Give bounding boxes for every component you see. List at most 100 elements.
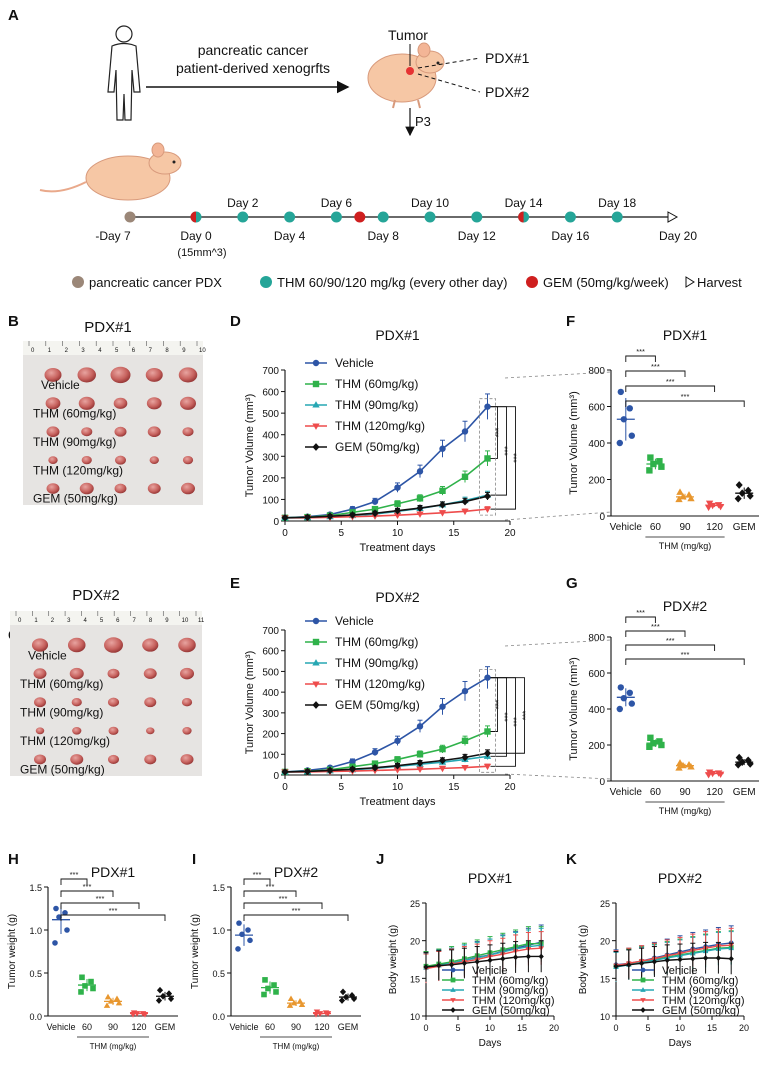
significance-bracket [60,890,114,897]
data-point [79,974,85,981]
legend-label: GEM (50mg/kg) [335,698,420,712]
data-point [56,914,62,920]
x-tick-label: 60 [650,787,662,798]
ruler-number: 8 [149,618,153,624]
x-tick-label: 90 [679,787,691,798]
line-chart-j: 10 15 20 25 0 5 10 15 20 PDX#1 Days Body weight (g)… [388,870,559,1049]
panel-label-e: E [230,575,240,592]
data-point [461,687,469,695]
x-axis-label: THM (mg/kg) [90,1042,137,1051]
data-point [675,495,683,503]
data-point [658,741,665,749]
data-point [326,766,334,775]
data-point [439,445,446,452]
tumor-specimen [107,754,120,764]
x-axis-label: Treatment days [359,796,436,808]
tumor-specimen [31,638,49,652]
tumor-specimen [67,637,86,653]
legend-gem-text: GEM (50mg/kg/week) [543,275,669,290]
significance-stars: *** [96,894,105,903]
significance-stars: *** [666,377,675,386]
data-point [438,756,447,765]
data-point [704,504,713,512]
data-point [438,500,447,509]
data-point [484,403,491,410]
chart-title: PDX#1 [663,327,708,343]
legend-label: THM (90mg/kg) [335,398,418,412]
data-point [298,1001,306,1008]
timeline-dose-dot [611,211,623,223]
tumor-specimen [46,426,60,438]
photo-group-label: THM (60mg/kg) [20,677,103,691]
data-point [88,978,94,985]
timeline-day-label: Day 6 [321,196,353,210]
legend-marker [640,967,646,973]
chart-title: PDX#2 [658,870,703,886]
legend-marker [450,998,456,1003]
significance-stars: *** [636,347,645,356]
timeline-gem-half [190,211,196,223]
ruler-number: 6 [116,618,120,624]
significance-stars: *** [495,428,504,437]
y-tick-label: 25 [410,899,420,909]
dot-chart-h: 0.0 0.5 1.0 1.5 Vehicle 60 90 120 GEM THM (mg/kg)… [7,864,178,1051]
chart-title: PDX#2 [663,598,708,614]
tumor-specimen [180,667,194,680]
y-tick-label: 600 [262,388,279,399]
data-point [656,738,663,745]
data-point [626,961,632,968]
data-point [728,955,734,962]
x-axis-label: THM (mg/kg) [659,541,712,551]
timeline-start-label: -Day 7 [95,229,131,243]
legend-marker [450,987,456,992]
data-point [103,1002,111,1008]
legend-label: THM (120mg/kg) [472,995,555,1007]
y-tick-label: 800 [588,633,605,644]
photo-background [23,341,203,505]
data-point [64,927,70,933]
data-point [78,989,84,995]
x-tick-label: Vehicle [46,1022,75,1032]
timeline-dose-dot [330,211,342,223]
tumor-specimen [71,698,82,707]
data-point [115,999,123,1006]
data-point [483,763,492,771]
data-point [735,481,743,489]
significance-bracket [243,878,271,885]
x-tick-label: 15 [707,1023,717,1033]
y-tick-label: 200 [262,474,279,485]
significance-stars: *** [651,362,660,371]
ruler-number: 9 [182,348,186,354]
y-tick-label: 200 [262,730,279,741]
harvest-icon [685,276,695,288]
legend-marker [312,401,320,408]
ruler-number: 0 [18,618,22,624]
data-point [394,737,401,745]
data-point [483,492,492,501]
data-point [348,765,357,774]
timeline-day-label: Day 4 [274,229,306,243]
legend-label: THM (60mg/kg) [662,975,738,987]
ruler-number: 9 [165,618,169,624]
series-line [284,495,488,519]
data-point [52,940,58,946]
y-tick-label: 500 [262,667,279,678]
x-axis-label: Treatment days [359,542,436,554]
chart-title: PDX#2 [274,864,319,880]
x-tick-label: 10 [392,782,404,793]
series-line [425,955,542,968]
tumor-specimen [147,483,161,494]
panel-label-d: D [230,313,241,330]
data-point [90,985,96,992]
tumor-specimen [79,482,94,495]
data-point [371,505,379,513]
series-line [284,457,489,519]
significance-bracket [60,902,140,909]
photo-group-label: THM (60mg/kg) [33,407,116,421]
x-tick-label: 15 [448,528,460,539]
y-axis-label: Tumor Volume (mm³) [568,657,580,761]
data-point [617,388,624,396]
timeline-day0-volume: (15mm^3) [177,247,226,259]
pdx1-label: PDX#1 [485,50,530,66]
legend-marker [312,681,320,688]
